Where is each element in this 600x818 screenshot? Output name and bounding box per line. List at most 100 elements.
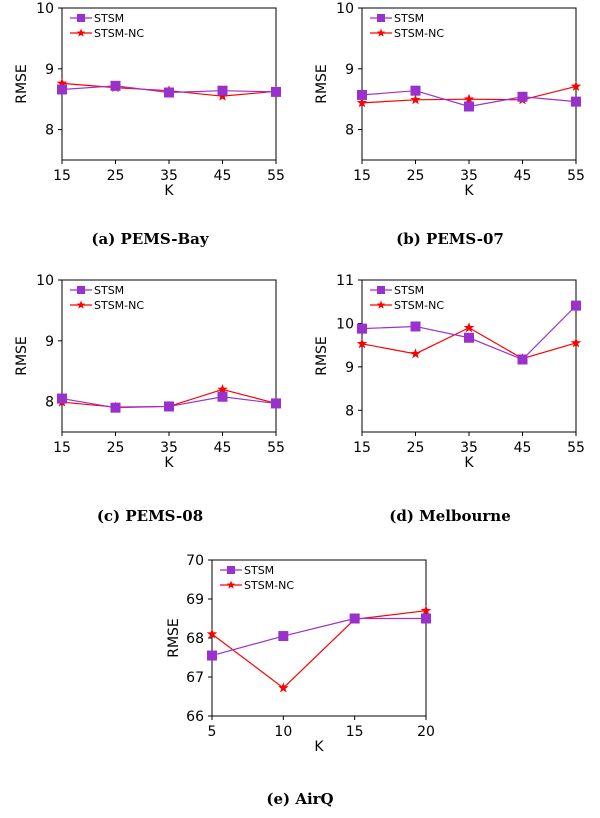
legend-marker-square [227,566,235,574]
data-point-stsm [57,84,67,95]
series-line-stsm [361,305,577,361]
caption-melbourne: (d) Melbourne [389,507,511,525]
data-point-stsm [464,332,474,343]
x-tick-label: 25 [107,168,125,184]
legend-label: STSM-NC [94,27,144,40]
x-tick-label: 55 [567,168,585,184]
data-point-stsm-nc [463,322,475,333]
legend-label: STSM-NC [94,299,144,312]
chart-airq: 5 10 15 20 66 67 68 69 70 K RMSE STSM STSM-NC [166,553,435,755]
y-tick-label: 9 [45,62,54,78]
legend-label: STSM-NC [394,27,444,40]
x-tick-label: 55 [267,440,285,456]
x-tick-label: 10 [274,724,292,740]
legend-label: STSM-NC [394,299,444,312]
y-tick-label: 67 [186,670,204,686]
data-point-stsm [217,391,228,402]
caption-airq: (e) AirQ [266,790,334,808]
x-tick-label: 25 [107,440,125,456]
x-tick-label: 35 [460,440,478,456]
data-point-stsm [421,613,431,624]
data-point-stsm-nc [410,348,421,359]
data-point-stsm [571,300,581,311]
x-axis-label: K [314,739,324,755]
x-tick-label: 15 [353,168,371,184]
x-tick-label: 45 [214,440,232,456]
y-tick-label: 9 [345,62,354,78]
data-point-stsm [464,101,474,112]
y-axis-label: RMSE [314,64,330,104]
data-point-stsm [517,91,528,102]
y-tick-label: 68 [186,631,204,647]
legend-label: STSM [94,12,124,25]
x-axis-label: K [164,455,174,471]
data-point-stsm [357,323,367,334]
y-tick-label: 10 [36,273,54,289]
data-point-stsm [271,86,281,97]
y-tick-label: 69 [186,592,204,608]
legend-marker-square [377,286,385,294]
y-axis-label: RMSE [166,618,182,658]
data-point-stsm [164,87,174,98]
legend-label: STSM [244,564,274,577]
x-tick-label: 35 [160,168,178,184]
caption-pems-08: (c) PEMS-08 [96,507,204,525]
legend-label: STSM [394,12,424,25]
data-point-stsm-nc [420,605,432,616]
data-point-stsm [349,613,360,624]
y-tick-label: 66 [186,709,204,725]
series-line-stsm-nc [211,610,427,689]
data-point-stsm-nc [356,97,368,108]
data-point-stsm [278,631,289,642]
x-axis-label: K [164,183,174,199]
legend-label: STSM [394,284,424,297]
data-point-stsm [207,650,217,661]
data-point-stsm-nc [206,628,218,639]
chart-pems-07: 15 25 35 45 55 8 9 10 K RMSE STSM STSM-NC [314,1,585,199]
y-axis-label: RMSE [314,336,330,376]
legend-marker-star [76,28,86,37]
x-tick-label: 45 [514,168,532,184]
data-point-stsm-nc [217,383,228,394]
legend-marker-star [376,300,386,309]
x-axis-label: K [464,455,474,471]
y-tick-label: 8 [45,395,54,411]
y-tick-label: 11 [336,273,354,289]
y-axis-label: RMSE [14,64,30,104]
chart-melbourne: 15 25 35 45 55 8 9 10 11 K RMSE STSM STSM-NC [314,273,585,471]
data-point-stsm [110,402,121,413]
data-point-stsm-nc [463,93,475,104]
legend-label: STSM [94,284,124,297]
data-point-stsm [357,89,367,100]
data-point-stsm-nc [410,94,421,105]
x-tick-label: 55 [567,440,585,456]
legend-marker-star [226,580,236,589]
y-tick-label: 10 [336,316,354,332]
caption-pems-bay: (a) PEMS-Bay [91,230,209,248]
data-point-stsm [217,85,228,96]
data-point-stsm [110,80,121,91]
y-tick-label: 9 [45,334,54,350]
data-point-stsm-nc [356,338,368,349]
y-tick-label: 10 [36,1,54,17]
y-tick-label: 9 [345,360,354,376]
x-tick-label: 35 [460,168,478,184]
data-point-stsm [571,96,581,107]
x-tick-label: 20 [417,724,435,740]
data-point-stsm [410,85,421,96]
chart-pems-bay: 15 25 35 45 55 8 9 10 K RMSE STSM STSM-NC [14,1,285,199]
y-tick-label: 8 [345,123,354,139]
x-tick-label: 25 [407,440,425,456]
data-point-stsm [271,398,281,409]
y-tick-label: 8 [45,123,54,139]
x-tick-label: 45 [214,168,232,184]
data-point-stsm-nc [278,682,289,693]
caption-pems-07: (b) PEMS-07 [396,230,504,248]
y-tick-label: 70 [186,553,204,569]
x-tick-label: 15 [346,724,364,740]
x-tick-label: 15 [53,168,71,184]
x-tick-label: 5 [208,724,217,740]
y-tick-label: 8 [345,403,354,419]
chart-pems-08: 15 25 35 45 55 8 9 10 K RMSE STSM STSM-NC [14,273,285,471]
x-axis-label: K [464,183,474,199]
